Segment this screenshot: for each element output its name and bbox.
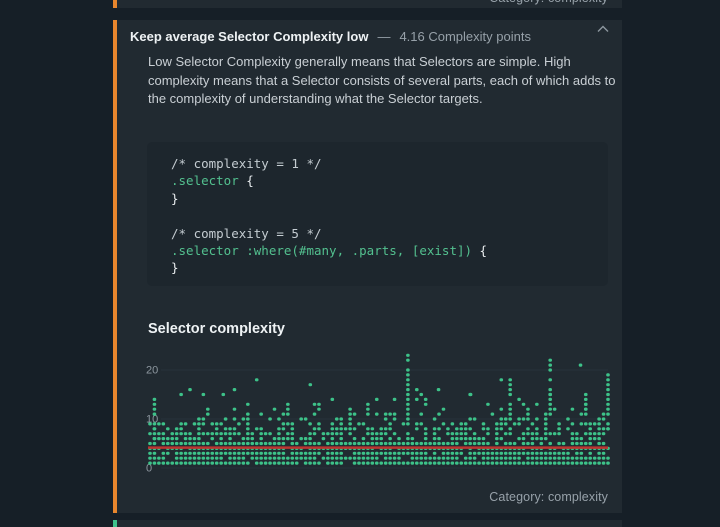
advice-card: Keep average Selector Complexity low — 4… xyxy=(113,20,622,513)
code-line: } xyxy=(171,190,179,206)
code-line: } xyxy=(171,260,179,276)
metric-value: 4.16 Complexity points xyxy=(399,28,531,44)
code-line xyxy=(171,207,598,224)
code-line: .selector :where(#many, .parts, [exist])… xyxy=(171,243,488,259)
description-text: Low Selector Complexity generally means … xyxy=(148,54,616,106)
category-badge: Category: complexity xyxy=(489,0,608,5)
svg-text:0: 0 xyxy=(146,463,152,475)
svg-text:10: 10 xyxy=(146,414,158,426)
chevron-up-icon xyxy=(597,21,609,36)
code-line: /* complexity = 5 */ xyxy=(171,225,322,241)
title-separator: — xyxy=(377,28,391,44)
svg-text:20: 20 xyxy=(146,365,158,377)
scatter-plot: 0 10 20 xyxy=(146,334,610,475)
chart-title: Selector complexity xyxy=(148,321,285,337)
code-line: .selector { xyxy=(171,173,254,189)
card-title: Keep average Selector Complexity low xyxy=(130,28,369,44)
card-header[interactable]: Keep average Selector Complexity low — 4… xyxy=(130,26,608,46)
next-card-header[interactable] xyxy=(113,520,622,527)
code-line: /* complexity = 1 */ xyxy=(171,156,322,171)
category-badge: Category: complexity xyxy=(489,490,608,504)
selector-complexity-chart: 0 10 20 xyxy=(146,334,610,478)
chevron-down-icon xyxy=(596,522,608,527)
collapse-button[interactable] xyxy=(596,21,610,33)
code-example: /* complexity = 1 */ .selector {} /* comp… xyxy=(147,142,608,286)
previous-card-footer: Category: complexity xyxy=(113,0,622,8)
